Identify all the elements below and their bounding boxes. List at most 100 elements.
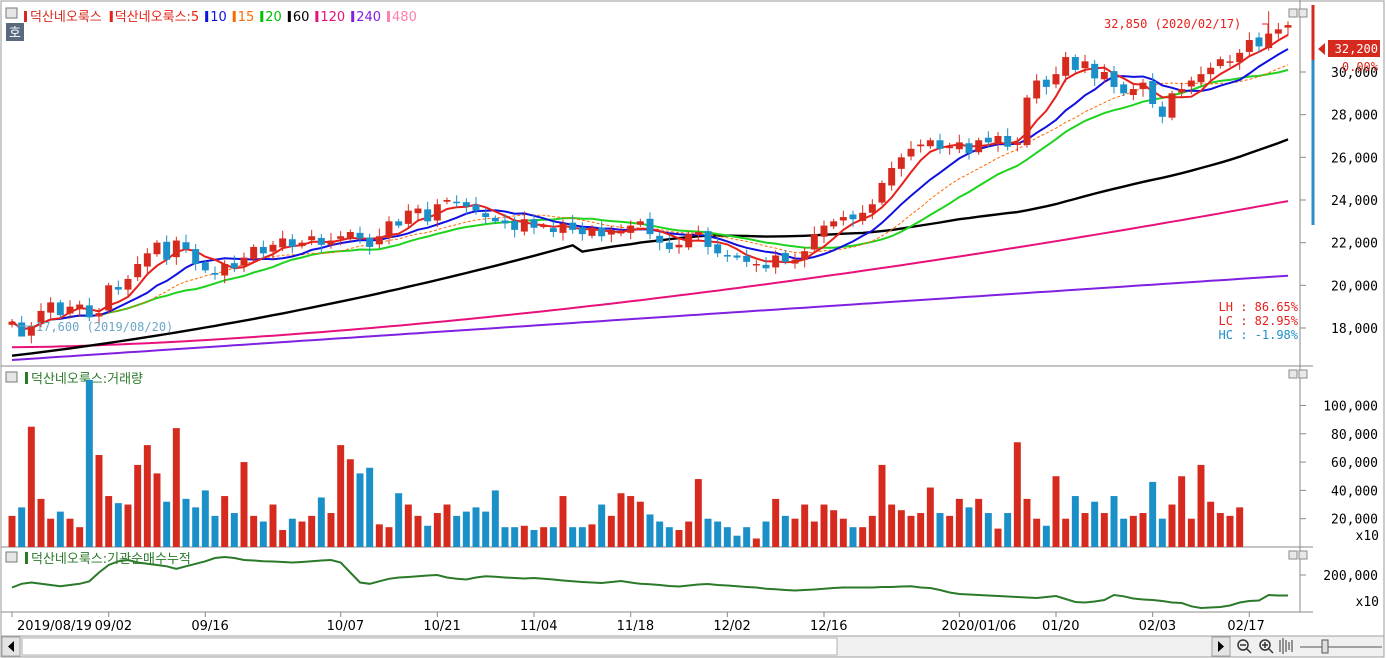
candle	[1265, 11, 1273, 51]
volume-bar	[66, 518, 74, 547]
current-price-badge	[1328, 40, 1380, 57]
zoom-slider-thumb[interactable]	[1321, 639, 1329, 654]
candle-body	[994, 136, 1002, 145]
volume-bar	[675, 530, 683, 547]
candle-body	[404, 210, 412, 224]
candle	[279, 230, 287, 252]
candle	[395, 218, 403, 229]
candle-body	[675, 244, 683, 248]
candle-body	[907, 148, 915, 157]
date-tick-label: 10/21	[423, 619, 460, 634]
pane-minimize-button[interactable]	[1288, 8, 1298, 18]
pane-menu-icon[interactable]	[5, 371, 18, 383]
legend-swatch	[387, 11, 391, 22]
candle	[491, 215, 499, 224]
volume-bar	[588, 524, 596, 547]
flow-line	[11, 555, 1288, 610]
volume-bar	[240, 462, 248, 547]
candle-body	[491, 217, 499, 222]
current-price-label: 32,200	[1335, 42, 1378, 56]
candle	[1187, 76, 1195, 95]
candle-body	[810, 234, 818, 250]
candle	[1071, 54, 1079, 73]
pane-maximize-button[interactable]	[1298, 8, 1308, 18]
candle-body	[356, 232, 364, 239]
candle-body	[482, 213, 490, 218]
volume-tick-label: 60,000	[1331, 456, 1378, 471]
volume-bar	[752, 538, 760, 547]
candle-body	[540, 225, 548, 228]
candle	[820, 220, 828, 244]
candle-body	[279, 238, 287, 248]
volume-bar	[897, 510, 905, 547]
volume-pane[interactable]: 덕산네오룩스:거래량 20,000 40,000 60,000 80,000 100,0…	[1, 366, 1379, 548]
volume-bar	[511, 527, 519, 547]
flow-y-axis: 200,000	[1300, 569, 1378, 584]
candle	[443, 197, 451, 205]
volume-tick-label: 20,000	[1331, 513, 1378, 528]
legend-swatch	[232, 11, 236, 22]
legend-swatch	[205, 11, 209, 22]
candle	[143, 248, 151, 273]
date-tick-label: 09/02	[95, 619, 132, 634]
candle	[482, 208, 490, 224]
volume-bar	[665, 527, 673, 547]
candle-body	[27, 325, 35, 336]
institution-flow-pane[interactable]: 덕산네오룩스:기관순매수누적 200,000 x10	[1, 547, 1379, 613]
candle	[501, 214, 509, 229]
scrollbar-thumb[interactable]	[21, 637, 838, 656]
date-tick-label: 12/16	[810, 619, 847, 634]
candle	[240, 252, 248, 273]
candle-body	[617, 232, 625, 234]
candle-body	[153, 242, 161, 255]
volume-bar	[627, 496, 635, 547]
price-pane[interactable]: 호 덕산네오룩스 덕산네오룩스:5 10 15 20 60 120 240 480 18,000…	[1, 0, 1380, 367]
volume-bar	[926, 487, 934, 547]
candle-body	[1197, 74, 1205, 83]
zoom-out-button[interactable]	[1237, 639, 1252, 654]
volume-bar	[1042, 525, 1050, 547]
candle	[1207, 62, 1215, 81]
candle-body	[1091, 63, 1099, 79]
candle-body	[1149, 80, 1157, 104]
pane-menu-icon[interactable]	[5, 551, 18, 563]
pane-maximize-button[interactable]	[1298, 369, 1308, 379]
candle-body	[385, 221, 393, 238]
candle-body	[917, 144, 925, 147]
volume-bar	[955, 498, 963, 547]
candle-body	[762, 264, 770, 269]
volume-bar	[1081, 513, 1089, 547]
candle-body	[18, 322, 26, 337]
candle	[298, 240, 306, 249]
candle	[743, 249, 751, 267]
candle-body	[346, 232, 354, 239]
pane-menu-icon[interactable]	[5, 7, 18, 19]
candle-body	[830, 221, 838, 227]
volume-bar	[540, 527, 548, 547]
bar-width-icon[interactable]	[1279, 638, 1293, 654]
current-price-pointer-icon	[1318, 43, 1325, 55]
candle-body	[1071, 57, 1079, 70]
volume-bar	[414, 515, 422, 547]
candle	[385, 216, 393, 245]
candle	[201, 259, 209, 273]
candle-body	[95, 313, 103, 317]
pane-minimize-button[interactable]	[1288, 550, 1298, 560]
volume-bar	[192, 507, 200, 547]
corner-tag-box[interactable]	[6, 23, 24, 41]
pane-minimize-button[interactable]	[1288, 369, 1298, 379]
zoom-in-button[interactable]	[1259, 639, 1274, 654]
candle-body	[240, 257, 248, 266]
candle	[134, 256, 142, 282]
volume-bar	[47, 518, 55, 547]
candle-body	[685, 234, 693, 248]
legend-swatch	[24, 11, 27, 22]
pane-maximize-button[interactable]	[1298, 550, 1308, 560]
candle-body	[163, 241, 171, 260]
volume-bar	[849, 527, 857, 547]
volume-bar	[1207, 501, 1215, 547]
candle-body	[327, 240, 335, 245]
low-note: 17,600 (2019/08/20)	[36, 320, 173, 334]
volume-bar	[549, 527, 557, 547]
candle-body	[124, 278, 132, 290]
